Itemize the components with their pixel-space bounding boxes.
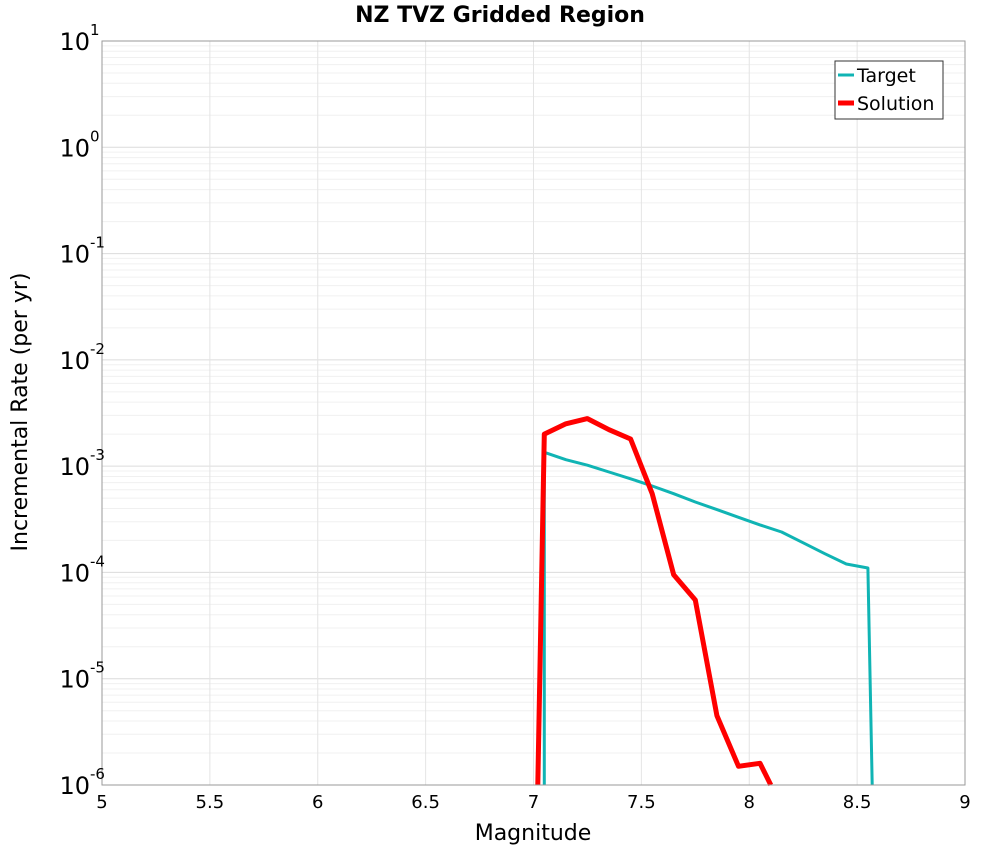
x-tick-label: 5 (96, 792, 107, 813)
y-tick-base: 10 (59, 559, 90, 587)
x-tick-label: 8 (744, 792, 755, 813)
legend: Target Solution (834, 60, 944, 120)
x-tick-label: 6 (312, 792, 323, 813)
y-tick-label: 10 1 (59, 21, 99, 56)
y-tick-label: 10 -6 (59, 765, 105, 800)
y-tick-label: 10 0 (59, 127, 99, 162)
y-tick-base: 10 (59, 134, 90, 162)
y-tick-base: 10 (59, 666, 90, 694)
y-tick-label: 10 -3 (59, 446, 105, 481)
x-tick-label: 8.5 (843, 792, 872, 813)
x-axis-ticks: 5 5.5 6 6.5 7 7.5 8 8.5 9 (96, 792, 970, 813)
grid (101, 40, 966, 786)
y-tick-label: 10 -1 (59, 234, 105, 269)
y-tick-base: 10 (59, 772, 90, 800)
x-tick-label: 7.5 (627, 792, 656, 813)
y-tick-exponent: -6 (90, 765, 105, 783)
y-tick-label: 10 -5 (59, 659, 105, 694)
legend-label-target: Target (856, 65, 916, 87)
x-tick-label: 7 (528, 792, 539, 813)
x-tick-label: 6.5 (411, 792, 440, 813)
y-tick-label: 10 -2 (59, 340, 105, 375)
y-tick-base: 10 (59, 453, 90, 481)
y-tick-label: 10 -4 (59, 552, 105, 587)
y-tick-exponent: -1 (90, 234, 105, 252)
chart-title: NZ TVZ Gridded Region (355, 3, 645, 28)
y-axis-label: Incremental Rate (per yr) (8, 273, 33, 552)
y-tick-exponent: -5 (90, 659, 105, 677)
series-line-target (542, 450, 874, 786)
legend-box (834, 60, 944, 120)
x-tick-label: 9 (959, 792, 970, 813)
y-tick-exponent: -4 (90, 552, 105, 570)
x-tick-label: 5.5 (196, 792, 225, 813)
y-tick-exponent: 1 (90, 21, 100, 39)
y-tick-exponent: -2 (90, 340, 105, 358)
plot-frame (101, 40, 966, 786)
legend-label-solution: Solution (857, 93, 934, 115)
series-layer (535, 416, 874, 787)
y-tick-exponent: -3 (90, 446, 105, 464)
series-line-solution (535, 416, 774, 787)
y-tick-base: 10 (59, 347, 90, 375)
y-tick-exponent: 0 (90, 127, 100, 145)
y-tick-base: 10 (59, 28, 90, 56)
y-tick-base: 10 (59, 241, 90, 269)
x-axis-label: Magnitude (475, 821, 592, 846)
